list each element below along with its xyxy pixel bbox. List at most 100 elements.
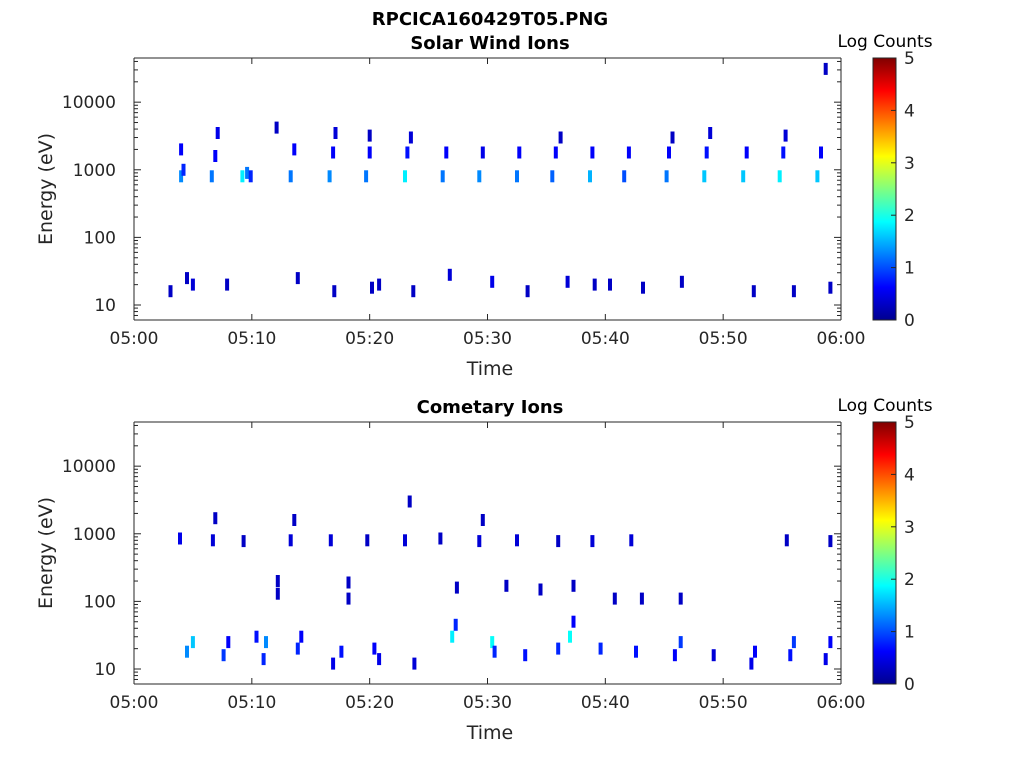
solar-wind-data-point — [367, 129, 372, 142]
cometary-data-point — [791, 636, 796, 649]
cometary-data-point — [299, 630, 304, 643]
cometary-data-point — [504, 579, 509, 592]
cometary-data-point — [407, 495, 412, 508]
solar-wind-data-point — [295, 272, 300, 285]
cometary-data-point — [749, 657, 754, 670]
cometary-x-tick-label: 05:10 — [227, 693, 276, 713]
cometary-data-point — [365, 534, 370, 547]
cometary-data-point — [678, 636, 683, 649]
solar-wind-data-point — [331, 146, 336, 159]
solar-wind-data-point — [641, 281, 645, 294]
solar-wind-title: Solar Wind Ions — [410, 33, 569, 54]
solar-wind-colorbar-tick-label: 4 — [904, 101, 915, 121]
cometary-xlabel: Time — [466, 722, 514, 744]
cometary-data-point — [264, 636, 268, 649]
solar-wind-data-point — [213, 150, 218, 162]
solar-wind-data-point — [777, 170, 782, 183]
solar-wind-data-point — [403, 170, 407, 183]
cometary-data-point — [753, 645, 757, 658]
cometary-x-tick-label: 05:20 — [345, 693, 394, 713]
solar-wind-y-tick-label: 10 — [94, 296, 116, 316]
solar-wind-data-point — [558, 131, 563, 144]
solar-wind-data-point — [405, 146, 410, 159]
cometary-x-tick-label: 05:40 — [581, 693, 630, 713]
cometary-y-tick-label: 10000 — [62, 457, 116, 477]
solar-wind-data-point — [411, 285, 416, 298]
cometary-data-point — [241, 535, 246, 548]
cometary-data-point — [328, 534, 333, 547]
cometary-colorbar-tick-label: 2 — [904, 570, 915, 590]
solar-wind-colorbar-title: Log Counts — [837, 32, 932, 52]
cometary-data-point — [678, 592, 683, 605]
solar-wind-data-point — [447, 268, 452, 281]
cometary-data-point — [412, 657, 417, 670]
solar-wind-marks — [168, 62, 833, 298]
cometary-data-point — [828, 535, 833, 548]
cometary-data-point — [275, 575, 280, 587]
solar-wind-data-point — [190, 278, 195, 291]
solar-wind-colorbar-tick-label: 5 — [904, 49, 915, 69]
cometary-data-point — [492, 645, 497, 658]
solar-wind-y-tick-label: 10000 — [62, 93, 116, 113]
solar-wind-data-point — [781, 146, 786, 159]
cometary-data-point — [453, 618, 458, 631]
solar-wind-data-point — [240, 170, 245, 183]
solar-wind-x-tick-label: 05:30 — [463, 329, 512, 349]
solar-wind-data-point — [590, 146, 595, 159]
solar-wind-data-point — [209, 170, 214, 183]
cometary-y-tick-label: 10 — [94, 660, 116, 680]
cometary-data-point — [450, 630, 455, 643]
solar-wind-data-point — [819, 146, 823, 159]
cometary-data-point — [523, 649, 528, 662]
cometary-x-tick-label: 05:00 — [110, 693, 159, 713]
solar-wind-data-point — [622, 170, 627, 183]
cometary-data-point — [288, 534, 293, 547]
solar-wind-data-point — [708, 127, 713, 139]
solar-wind-data-point — [626, 146, 631, 159]
solar-wind-data-point — [741, 170, 746, 183]
solar-wind-data-point — [181, 163, 186, 176]
cometary-data-point — [339, 645, 344, 658]
solar-wind-colorbar-tick-label: 1 — [904, 259, 915, 279]
cometary-data-point — [178, 532, 182, 545]
cometary-data-point — [480, 514, 485, 526]
solar-wind-data-point — [333, 127, 338, 139]
solar-wind-data-point — [440, 170, 445, 183]
cometary-panel: Cometary Ions 05:00 05:10 05:20 05:30 05:40 0… — [35, 396, 933, 744]
solar-wind-colorbar-gradient — [872, 57, 897, 321]
solar-wind-plot-area — [134, 58, 841, 320]
cometary-plot-area — [134, 422, 841, 684]
solar-wind-colorbar-tick-label: 3 — [904, 154, 915, 174]
cometary-data-point — [538, 583, 543, 596]
cometary-data-point — [784, 534, 789, 547]
solar-wind-colorbar-tick-label: 0 — [904, 311, 915, 331]
cometary-title: Cometary Ions — [417, 397, 564, 418]
solar-wind-data-point — [364, 170, 369, 183]
cometary-data-point — [490, 636, 495, 649]
cometary-data-point — [275, 587, 280, 600]
solar-wind-data-point — [332, 285, 337, 298]
solar-wind-data-point — [828, 281, 833, 294]
cometary-x-tick-label: 05:30 — [463, 693, 512, 713]
solar-wind-data-point — [168, 285, 173, 298]
cometary-data-point — [190, 636, 195, 649]
solar-wind-data-point — [664, 170, 669, 183]
solar-wind-data-point — [274, 121, 279, 134]
solar-wind-data-point — [215, 127, 220, 139]
cometary-colorbar-tick-label: 0 — [904, 675, 915, 695]
cometary-data-point — [556, 642, 561, 655]
solar-wind-x-tick-label: 05:10 — [227, 329, 276, 349]
cometary-data-point — [403, 534, 407, 547]
cometary-colorbar-tick-label: 5 — [904, 413, 915, 433]
solar-wind-colorbar-tick-label: 2 — [904, 206, 915, 226]
cometary-data-point — [331, 657, 336, 670]
cometary-data-point — [639, 592, 644, 605]
solar-wind-data-point — [377, 278, 382, 291]
cometary-data-point — [672, 649, 677, 662]
solar-wind-data-point — [553, 146, 558, 159]
solar-wind-data-point — [823, 62, 828, 75]
solar-wind-data-point — [791, 285, 796, 298]
cometary-data-point — [210, 534, 215, 547]
solar-wind-data-point — [565, 275, 570, 288]
solar-wind-data-point — [744, 146, 749, 159]
